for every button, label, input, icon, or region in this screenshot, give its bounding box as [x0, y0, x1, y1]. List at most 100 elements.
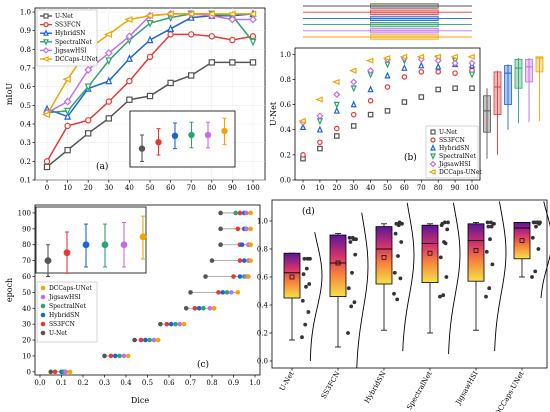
- c-legend-marker-u-net: [40, 330, 46, 336]
- d-point-spectralnet: [443, 241, 448, 246]
- b-ytick-label: 0.6: [280, 101, 292, 109]
- c-point-spectralnet: [201, 305, 206, 311]
- b-point-ss3fcn: [317, 139, 323, 146]
- d-xtick-label-u-net: U-Net: [278, 370, 296, 393]
- c-legend-label-hybridsn: HybridSN: [49, 312, 79, 319]
- a-point-dccaps-unet: [206, 10, 215, 18]
- b-ytick-label: 0.8: [280, 76, 291, 84]
- d-point-jigsawhsi: [485, 220, 490, 225]
- b-side-box-jigsawhsi: [525, 58, 533, 83]
- d-point-jigsawhsi: [490, 262, 495, 267]
- b-xtick-label: 40: [366, 184, 375, 192]
- a-point-ss3fcn: [146, 53, 154, 61]
- c-point-hybridsn: [220, 290, 226, 295]
- b-point-jigsawhsi: [451, 59, 459, 67]
- c-point-u-net: [218, 210, 223, 216]
- d-mean-u-net: [289, 274, 295, 280]
- d-box-dccaps-unet: [513, 221, 531, 260]
- d-point-ss3fcn: [346, 331, 350, 335]
- c-legend-label-spectralnet: SpectralNet: [49, 303, 86, 310]
- a-inset-mean-hybridsn: [171, 132, 179, 139]
- d-point-hybridsn: [397, 220, 402, 225]
- c-xtick-label: 0.2: [77, 379, 88, 387]
- b-legend-marker-spectralnet: [430, 153, 436, 160]
- b-side-box-hybridsn: [504, 65, 512, 105]
- a-point-ss3fcn: [43, 158, 51, 165]
- c-point-dccaps-unet: [125, 353, 131, 359]
- a-ytick-label: 0.9: [20, 27, 31, 35]
- c-inset-mean-jigsawhsi: [120, 241, 128, 249]
- a-point-hybridsn: [146, 35, 154, 44]
- c-ytick-label: 70: [22, 257, 31, 265]
- a-point-u-net: [43, 163, 51, 171]
- c-point-spectralnet: [147, 337, 152, 343]
- c-point-spectralnet: [173, 321, 178, 327]
- a-ytick-label: 1.0: [20, 9, 31, 17]
- a-legend-label-u-net: U-Net: [55, 13, 74, 20]
- d-point-ss3fcn: [350, 270, 354, 275]
- b-point-hybridsn: [401, 63, 408, 71]
- c-xtick-label: 0.6: [163, 379, 175, 387]
- d-point-ss3fcn: [347, 235, 352, 240]
- b-side-box-spectralnet: [514, 58, 523, 89]
- d-point-u-net: [304, 284, 308, 289]
- d-point-hybridsn: [398, 276, 403, 281]
- d-point-spectralnet: [445, 227, 450, 232]
- panel-d: 0.0 0.2 0.4 0.6 0.8 1.0 U-Net SS3FCN HybridSN Spe…: [257, 199, 550, 412]
- c-point-hybridsn: [112, 353, 118, 359]
- a-xtick-label: 10: [63, 184, 72, 192]
- b-xtick-label: 0: [301, 184, 305, 192]
- b-point-hybridsn: [418, 61, 425, 69]
- b-point-hybridsn: [435, 62, 442, 70]
- c-ytick-label: 20: [22, 337, 31, 345]
- a-point-jigsawhsi: [63, 97, 72, 106]
- d-xtick-label-hybridsn: HybridSN: [363, 370, 388, 405]
- c-legend-label-u-net: U-Net: [49, 330, 68, 337]
- b-point-dccaps-unet: [399, 53, 408, 60]
- b-point-ss3fcn: [333, 125, 340, 132]
- d-point-jigsawhsi: [489, 224, 494, 229]
- b-point-ss3fcn: [384, 84, 391, 90]
- d-point-jigsawhsi: [487, 286, 492, 291]
- b-point-u-net: [334, 133, 340, 139]
- c-point-jigsawhsi: [207, 305, 213, 311]
- a-point-u-net: [249, 59, 257, 66]
- a-ytick-label: 0.3: [20, 139, 31, 147]
- b-point-u-net: [452, 85, 458, 92]
- a-ytick-label: 0.5: [20, 102, 31, 110]
- d-density-spectralnet: [448, 202, 461, 355]
- b-xtick-label: 30: [349, 184, 358, 192]
- c-point-dccaps-unet: [211, 305, 217, 311]
- c-inset-mean-u-net: [44, 257, 52, 265]
- c-point-dccaps-unet: [67, 369, 73, 375]
- b-point-dccaps-unet: [450, 53, 458, 60]
- b-top-box-ss3fcn: [370, 9, 439, 15]
- d-point-hybridsn: [393, 231, 398, 236]
- b-legend-label-spectralnet: SpectralNet: [439, 153, 476, 160]
- c-legend-marker-jigsawhsi: [40, 294, 46, 300]
- a-point-spectralnet: [146, 20, 154, 28]
- c-ytick-label: 60: [22, 273, 31, 281]
- d-point-hybridsn: [394, 221, 399, 226]
- d-point-spectralnet: [446, 220, 450, 225]
- panel-c-ylabel: epoch: [5, 278, 14, 302]
- a-point-ss3fcn: [126, 77, 133, 85]
- c-point-ss3fcn: [237, 258, 243, 263]
- a-point-u-net: [126, 96, 133, 103]
- b-top-box-jigsawhsi: [370, 28, 439, 34]
- a-point-spectralnet: [84, 83, 92, 92]
- c-ytick-label: 80: [22, 241, 31, 249]
- a-xtick-label: 30: [104, 184, 113, 192]
- d-point-u-net: [302, 256, 307, 261]
- a-point-hybridsn: [125, 54, 133, 62]
- a-xtick-label: 50: [146, 184, 155, 192]
- b-point-u-net: [401, 99, 408, 105]
- a-inset-mean-ss3fcn: [155, 139, 162, 146]
- b-point-dccaps-unet: [416, 53, 425, 60]
- b-point-spectralnet: [468, 71, 476, 79]
- a-point-ss3fcn: [249, 33, 257, 40]
- b-top-box-hybridsn: [370, 15, 439, 22]
- a-point-u-net: [146, 92, 154, 100]
- b-legend-label-u-net: U-Net: [439, 129, 458, 136]
- a-point-dccaps-unet: [62, 75, 71, 83]
